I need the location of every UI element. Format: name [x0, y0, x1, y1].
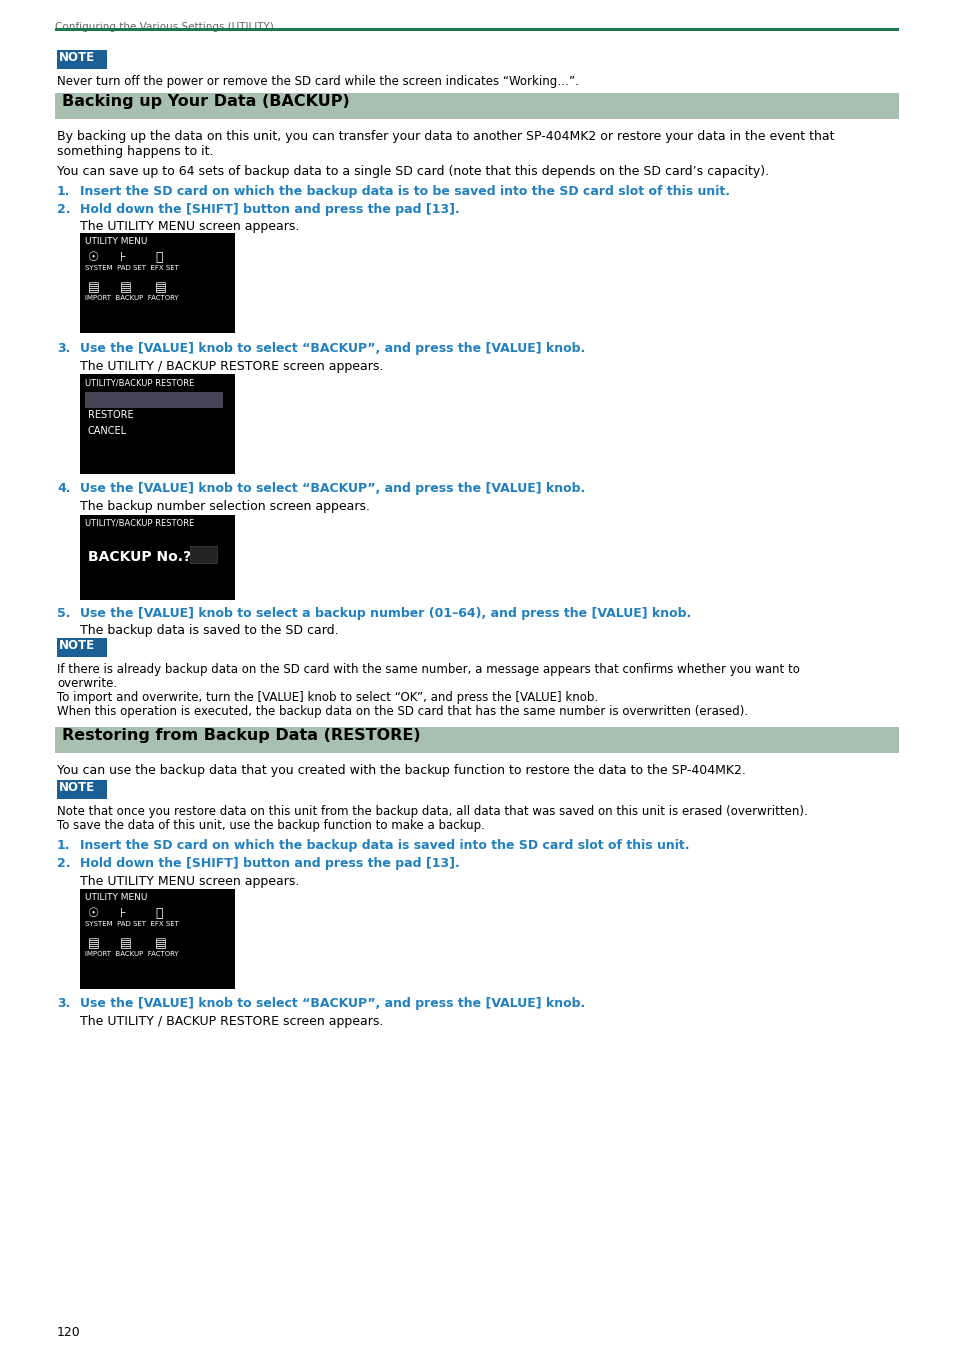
Text: Backing up Your Data (BACKUP): Backing up Your Data (BACKUP): [62, 95, 350, 109]
Text: IMPORT  BACKUP  FACTORY: IMPORT BACKUP FACTORY: [85, 296, 178, 301]
Text: The UTILITY / BACKUP RESTORE screen appears.: The UTILITY / BACKUP RESTORE screen appe…: [80, 1015, 383, 1027]
Text: CANCEL: CANCEL: [88, 427, 127, 436]
Bar: [57, 780, 107, 799]
Bar: [191, 547, 216, 563]
Text: The UTILITY MENU screen appears.: The UTILITY MENU screen appears.: [80, 875, 299, 888]
Text: BACKUP: BACKUP: [88, 393, 127, 404]
Text: If there is already backup data on the SD card with the same number, a message a: If there is already backup data on the S…: [57, 663, 799, 676]
Text: 120: 120: [57, 1326, 81, 1339]
Text: When this operation is executed, the backup data on the SD card that has the sam: When this operation is executed, the bac…: [57, 705, 747, 718]
Text: NOTE: NOTE: [59, 639, 95, 652]
Bar: [57, 639, 107, 657]
Text: 2.: 2.: [57, 857, 71, 869]
Text: ⦀: ⦀: [154, 907, 162, 919]
Text: 1.: 1.: [57, 185, 71, 198]
Text: Note that once you restore data on this unit from the backup data, all data that: Note that once you restore data on this …: [57, 805, 807, 818]
Text: SYSTEM  PAD SET  EFX SET: SYSTEM PAD SET EFX SET: [85, 921, 179, 927]
Text: Insert the SD card on which the backup data is to be saved into the SD card slot: Insert the SD card on which the backup d…: [80, 185, 729, 198]
Text: UTILITY MENU: UTILITY MENU: [85, 238, 147, 246]
Text: IMPORT  BACKUP  FACTORY: IMPORT BACKUP FACTORY: [85, 950, 178, 957]
Text: Use the [VALUE] knob to select a backup number (01–64), and press the [VALUE] kn: Use the [VALUE] knob to select a backup …: [80, 608, 691, 620]
Text: Use the [VALUE] knob to select “BACKUP”, and press the [VALUE] knob.: Use the [VALUE] knob to select “BACKUP”,…: [80, 342, 584, 355]
Text: ▤: ▤: [120, 937, 132, 950]
Text: Restoring from Backup Data (RESTORE): Restoring from Backup Data (RESTORE): [62, 728, 420, 743]
Bar: [55, 93, 898, 119]
Text: ▤: ▤: [88, 281, 100, 294]
Text: 1.: 1.: [57, 838, 71, 852]
Text: To import and overwrite, turn the [VALUE] knob to select “OK”, and press the [VA: To import and overwrite, turn the [VALUE…: [57, 691, 598, 703]
Text: You can use the backup data that you created with the backup function to restore: You can use the backup data that you cre…: [57, 764, 745, 778]
Text: something happens to it.: something happens to it.: [57, 144, 213, 158]
Text: ▤: ▤: [154, 937, 167, 950]
Text: ⦀: ⦀: [154, 251, 162, 265]
Bar: [80, 514, 234, 599]
Bar: [57, 50, 107, 69]
Text: Never turn off the power or remove the SD card while the screen indicates “Worki: Never turn off the power or remove the S…: [57, 76, 578, 88]
Bar: [80, 234, 234, 333]
Text: SYSTEM  PAD SET  EFX SET: SYSTEM PAD SET EFX SET: [85, 265, 179, 271]
Text: ⊦: ⊦: [120, 907, 127, 919]
Bar: [80, 890, 234, 990]
Text: The backup data is saved to the SD card.: The backup data is saved to the SD card.: [80, 624, 338, 637]
Text: NOTE: NOTE: [59, 51, 95, 63]
Text: The UTILITY / BACKUP RESTORE screen appears.: The UTILITY / BACKUP RESTORE screen appe…: [80, 360, 383, 373]
Text: NOTE: NOTE: [59, 782, 95, 794]
Text: You can save up to 64 sets of backup data to a single SD card (note that this de: You can save up to 64 sets of backup dat…: [57, 165, 768, 178]
Text: Configuring the Various Settings (UTILITY): Configuring the Various Settings (UTILIT…: [55, 22, 274, 32]
Text: UTILITY MENU: UTILITY MENU: [85, 892, 147, 902]
Text: The backup number selection screen appears.: The backup number selection screen appea…: [80, 500, 370, 513]
Text: To save the data of this unit, use the backup function to make a backup.: To save the data of this unit, use the b…: [57, 819, 484, 832]
Text: RESTORE: RESTORE: [88, 410, 133, 420]
Text: ☉: ☉: [88, 251, 99, 265]
Text: Hold down the [SHIFT] button and press the pad [13].: Hold down the [SHIFT] button and press t…: [80, 202, 459, 216]
Text: 5.: 5.: [57, 608, 71, 620]
Text: Use the [VALUE] knob to select “BACKUP”, and press the [VALUE] knob.: Use the [VALUE] knob to select “BACKUP”,…: [80, 482, 584, 495]
Text: ▤: ▤: [154, 281, 167, 294]
Text: UTILITY/BACKUP RESTORE: UTILITY/BACKUP RESTORE: [85, 518, 194, 528]
Text: 3.: 3.: [57, 998, 71, 1010]
Bar: [190, 545, 218, 564]
Text: By backing up the data on this unit, you can transfer your data to another SP-40: By backing up the data on this unit, you…: [57, 130, 834, 143]
Bar: [80, 374, 234, 474]
Text: ⊦: ⊦: [120, 251, 127, 265]
Text: UTILITY/BACKUP RESTORE: UTILITY/BACKUP RESTORE: [85, 378, 194, 387]
Bar: [55, 28, 898, 31]
Text: 01: 01: [193, 548, 209, 558]
Text: The UTILITY MENU screen appears.: The UTILITY MENU screen appears.: [80, 220, 299, 234]
Text: 4.: 4.: [57, 482, 71, 495]
Text: 2.: 2.: [57, 202, 71, 216]
Text: ▤: ▤: [88, 937, 100, 950]
Text: 3.: 3.: [57, 342, 71, 355]
Bar: [85, 392, 223, 408]
Text: Use the [VALUE] knob to select “BACKUP”, and press the [VALUE] knob.: Use the [VALUE] knob to select “BACKUP”,…: [80, 998, 584, 1010]
Text: BACKUP No.?: BACKUP No.?: [88, 549, 191, 564]
Text: Insert the SD card on which the backup data is saved into the SD card slot of th: Insert the SD card on which the backup d…: [80, 838, 689, 852]
Text: ☉: ☉: [88, 907, 99, 919]
Text: overwrite.: overwrite.: [57, 676, 117, 690]
Text: ▤: ▤: [120, 281, 132, 294]
Bar: [55, 728, 898, 753]
Text: Hold down the [SHIFT] button and press the pad [13].: Hold down the [SHIFT] button and press t…: [80, 857, 459, 869]
